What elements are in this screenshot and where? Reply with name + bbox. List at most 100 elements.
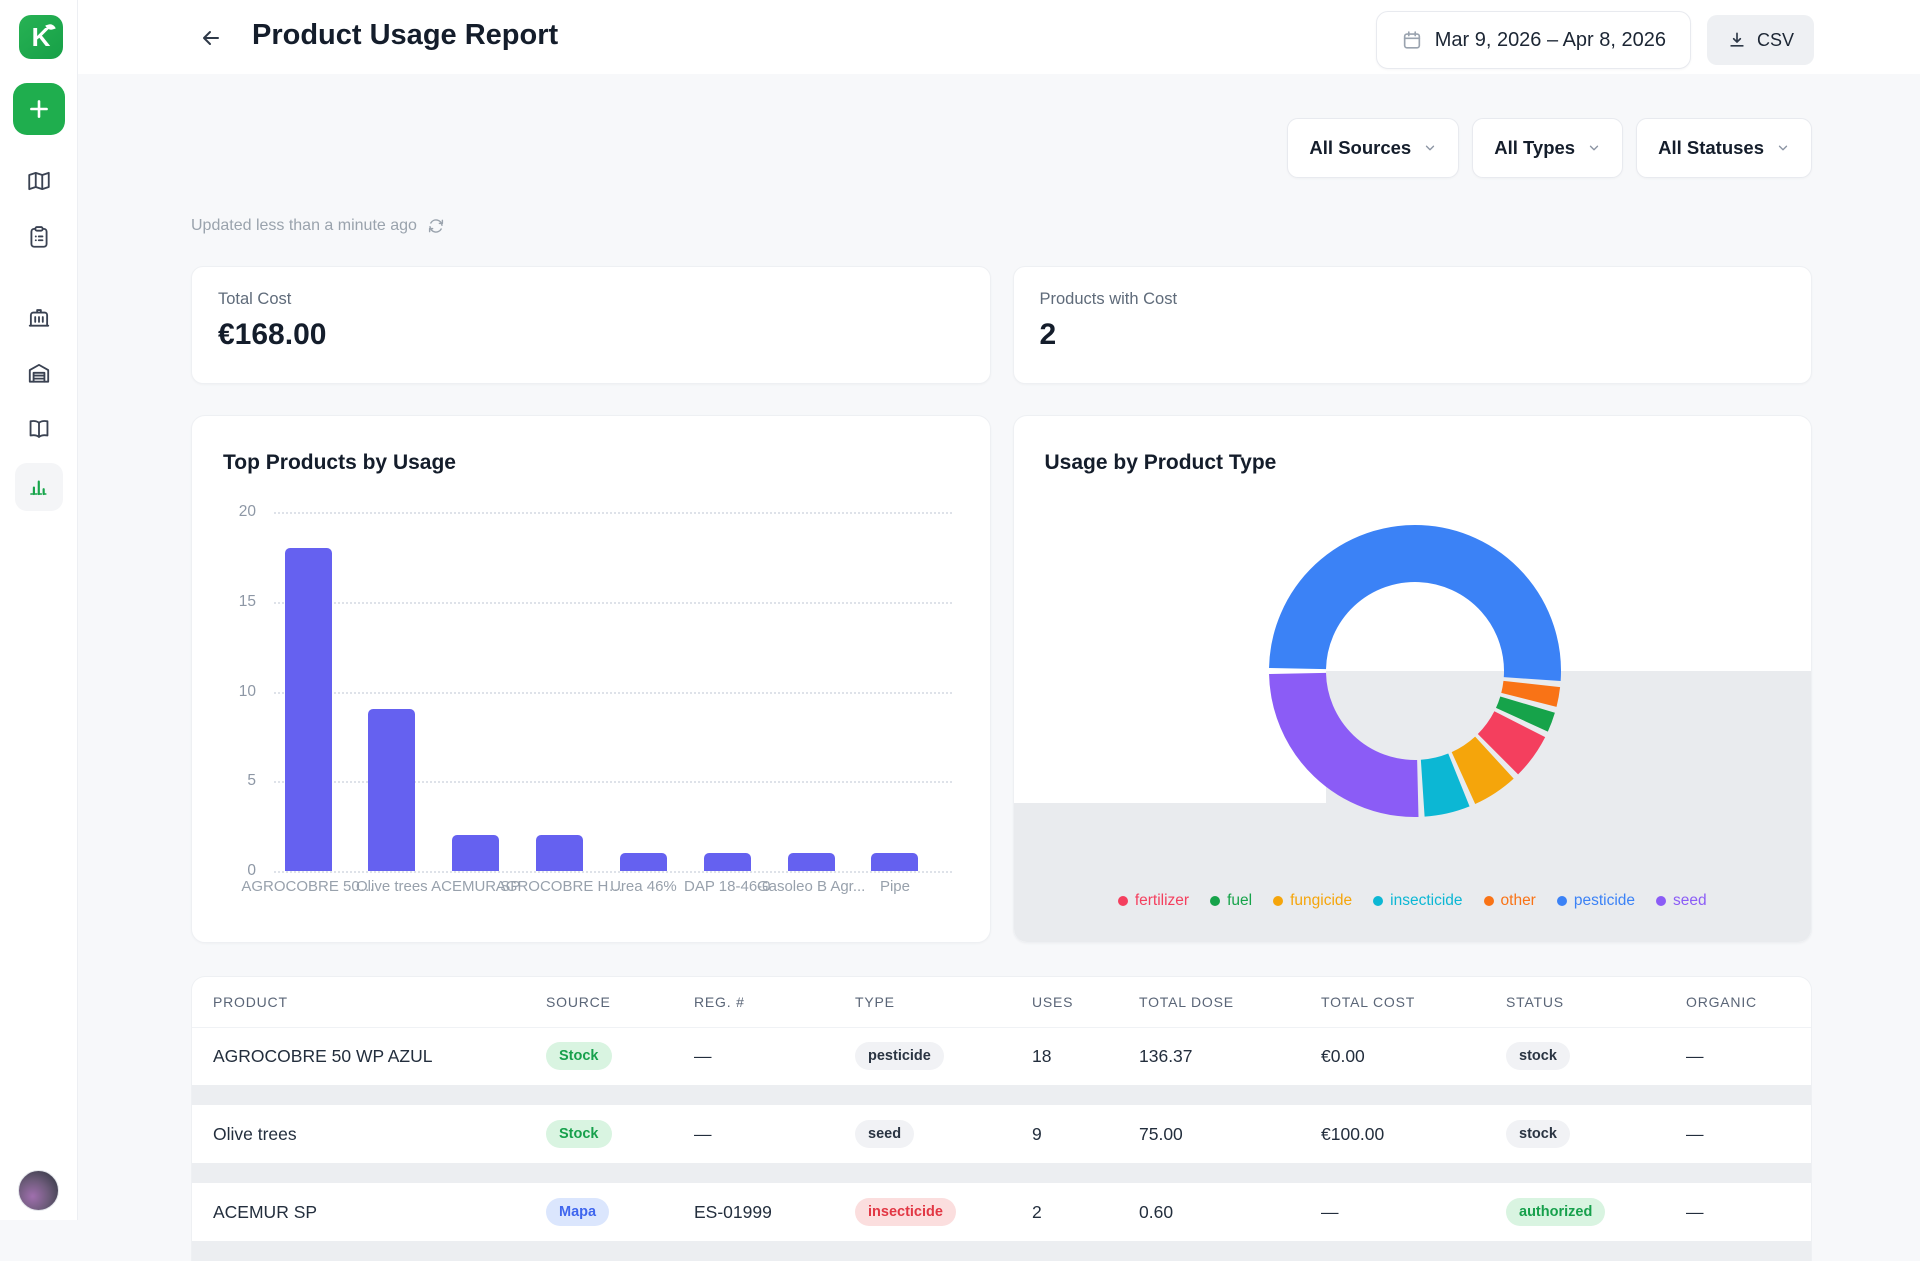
cell-reg: ES-01999 <box>673 1183 834 1241</box>
chevron-down-icon <box>1778 145 1788 151</box>
gridline <box>274 691 952 694</box>
bar <box>368 709 416 871</box>
table-card: PRODUCT SOURCE REG. # TYPE USES TOTAL DOSE TOT… <box>191 976 1812 1261</box>
badge: pesticide <box>855 1042 944 1071</box>
legend-label: other <box>1500 892 1536 909</box>
x-category-label: AGROCOBRE H… <box>495 878 624 895</box>
sidebar-item-map[interactable] <box>15 157 63 205</box>
chart-legend: fertilizer fuel fungicide insecticide other p… <box>1014 892 1812 910</box>
bar <box>452 835 500 871</box>
badge: Stock <box>546 1042 612 1071</box>
types-filter-label: All Types <box>1494 137 1576 158</box>
chart-title: Usage by Product Type <box>1044 451 1277 474</box>
table-row: Olive trees Stock — seed 9 75.00 €100.00 stock — <box>192 1105 1811 1163</box>
cell-reg: — <box>673 1027 834 1085</box>
donut-chart <box>1268 525 1561 817</box>
donut-segment-insecticide <box>1419 753 1470 817</box>
x-category-label: Gasoleo B Agr... <box>756 878 866 895</box>
map-icon <box>28 171 50 191</box>
table-row: AGROCOBRE 50 WP AZUL Stock — pesticide 18 136… <box>192 1027 1811 1085</box>
sidebar-item-tasks[interactable] <box>15 213 63 261</box>
chevron-down-icon <box>1426 145 1435 151</box>
cell-type: seed <box>834 1105 1011 1163</box>
row-spacer <box>192 1163 1811 1183</box>
legend-item-fungicide[interactable]: fungicide <box>1273 892 1352 910</box>
cell-total-cost: €100.00 <box>1300 1105 1485 1163</box>
cell-uses: 18 <box>1011 1027 1118 1085</box>
cell-status: stock <box>1485 1105 1665 1163</box>
column-header-reg-: REG. # <box>673 977 834 1028</box>
row-spacer <box>192 1241 1811 1261</box>
date-range-button[interactable]: Mar 9, 2026 – Apr 8, 2026 <box>1375 11 1691 69</box>
refresh-icon[interactable] <box>427 217 445 235</box>
legend-item-seed[interactable]: seed <box>1656 892 1707 910</box>
column-header-total-cost: TOTAL COST <box>1300 977 1485 1028</box>
badge: seed <box>855 1120 915 1148</box>
warehouse-icon <box>28 363 50 383</box>
sidebar: K <box>0 0 78 1220</box>
legend-item-fertilizer[interactable]: fertilizer <box>1117 892 1189 910</box>
cell-uses: 9 <box>1011 1105 1118 1163</box>
column-header-source: SOURCE <box>525 977 673 1028</box>
bar <box>619 853 667 871</box>
badge: insecticide <box>855 1198 956 1226</box>
user-avatar[interactable] <box>18 1170 59 1211</box>
legend-dot <box>1273 896 1284 906</box>
book-icon <box>29 420 49 438</box>
legend-item-other[interactable]: other <box>1483 892 1536 910</box>
donut-chart-card: Usage by Product Type fertilizer fuel fung… <box>1012 415 1812 943</box>
donut-segment-fungicide <box>1450 736 1514 805</box>
cell-organic: — <box>1665 1183 1811 1241</box>
main-area: Product Usage Report Mar 9, 2026 – Apr 8… <box>78 0 1920 1261</box>
sidebar-item-organization[interactable] <box>15 293 63 341</box>
types-filter[interactable]: All Types <box>1472 118 1624 178</box>
x-category-label: DAP 18-46-0 <box>684 878 771 895</box>
updated-text: Updated less than a minute ago <box>191 217 417 234</box>
app-logo[interactable]: K <box>19 15 63 59</box>
cell-status: authorized <box>1485 1183 1665 1241</box>
legend-dot <box>1210 896 1221 906</box>
bar <box>871 853 919 871</box>
sidebar-item-warehouse[interactable] <box>15 349 63 397</box>
sidebar-item-reports[interactable] <box>15 463 63 511</box>
cell-total-dose: 0.60 <box>1118 1183 1300 1241</box>
cell-product: AGROCOBRE 50 WP AZUL <box>192 1027 525 1085</box>
badge: Stock <box>546 1120 612 1148</box>
calendar-icon <box>1403 31 1420 49</box>
cell-status: stock <box>1485 1027 1665 1085</box>
x-category-label: Urea 46% <box>610 878 677 895</box>
column-header-product: PRODUCT <box>192 977 525 1028</box>
cell-type: pesticide <box>834 1027 1011 1085</box>
column-header-organic: ORGANIC <box>1665 977 1811 1028</box>
csv-export-button[interactable]: CSV <box>1706 15 1814 65</box>
sources-filter[interactable]: All Sources <box>1287 118 1460 178</box>
donut-segment-fuel <box>1495 696 1555 732</box>
legend-item-insecticide[interactable]: insecticide <box>1373 892 1463 910</box>
back-button[interactable] <box>196 23 226 53</box>
bar <box>703 853 751 871</box>
legend-label: seed <box>1673 892 1707 909</box>
cell-uses: 2 <box>1011 1183 1118 1241</box>
stat-card-products-with-cost: Products with Cost 2 <box>1012 266 1812 384</box>
table-row: ACEMUR SP Mapa ES-01999 insecticide 2 0.60— au… <box>192 1183 1811 1241</box>
legend-item-fuel[interactable]: fuel <box>1210 892 1252 910</box>
plus-icon <box>30 100 48 118</box>
legend-item-pesticide[interactable]: pesticide <box>1556 892 1635 910</box>
usage-table: PRODUCT SOURCE REG. # TYPE USES TOTAL DOSE TOT… <box>192 977 1811 1261</box>
column-header-status: STATUS <box>1485 977 1665 1028</box>
arrow-left-icon <box>203 31 219 45</box>
sidebar-item-library[interactable] <box>15 405 63 453</box>
sources-filter-label: All Sources <box>1309 137 1412 158</box>
donut-segment-pesticide <box>1268 525 1561 681</box>
create-button[interactable] <box>13 83 65 135</box>
bar <box>284 547 332 871</box>
statuses-filter[interactable]: All Statuses <box>1636 118 1812 178</box>
y-tick-label: 5 <box>247 772 256 790</box>
csv-label: CSV <box>1756 29 1794 50</box>
bar-chart-icon <box>30 480 48 496</box>
y-tick-label: 20 <box>238 503 256 520</box>
gridline <box>274 601 952 604</box>
legend-dot <box>1117 896 1128 906</box>
y-tick-label: 10 <box>238 682 256 700</box>
stat-label: Total Cost <box>218 290 292 308</box>
